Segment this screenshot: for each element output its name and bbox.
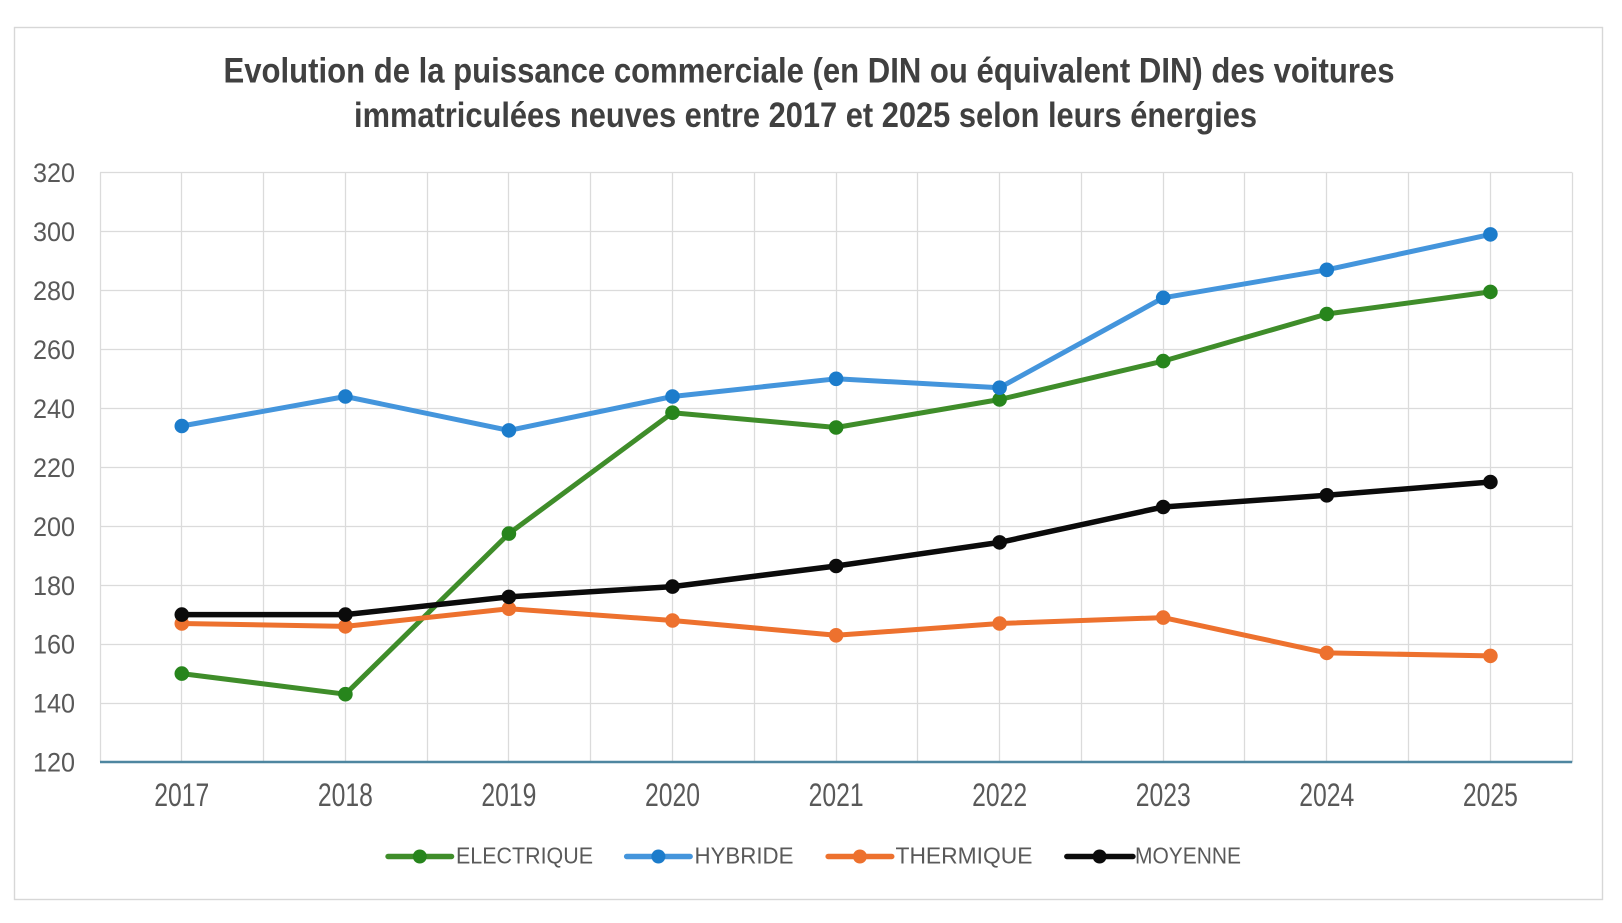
svg-text:140: 140 <box>33 689 75 719</box>
svg-text:2021: 2021 <box>809 777 864 813</box>
svg-text:180: 180 <box>33 571 75 601</box>
svg-text:ELECTRIQUE: ELECTRIQUE <box>456 843 593 869</box>
svg-text:2025: 2025 <box>1463 777 1518 813</box>
svg-text:2024: 2024 <box>1299 777 1354 813</box>
svg-text:2018: 2018 <box>318 777 373 813</box>
svg-text:240: 240 <box>33 394 75 424</box>
svg-text:200: 200 <box>33 512 75 542</box>
svg-text:immatriculées neuves entre 201: immatriculées neuves entre 2017 et 2025 … <box>354 95 1257 135</box>
svg-text:HYBRIDE: HYBRIDE <box>695 843 794 869</box>
svg-text:160: 160 <box>33 630 75 660</box>
svg-text:120: 120 <box>33 748 75 778</box>
svg-text:300: 300 <box>33 217 75 247</box>
svg-text:280: 280 <box>33 276 75 306</box>
svg-text:Evolution de la puissance comm: Evolution de la puissance commerciale (e… <box>224 51 1395 91</box>
svg-text:220: 220 <box>33 453 75 483</box>
svg-text:2017: 2017 <box>154 777 209 813</box>
svg-text:2019: 2019 <box>481 777 536 813</box>
svg-text:2020: 2020 <box>645 777 700 813</box>
svg-text:THERMIQUE: THERMIQUE <box>896 843 1033 869</box>
svg-text:2022: 2022 <box>972 777 1027 813</box>
svg-text:260: 260 <box>33 335 75 365</box>
svg-text:MOYENNE: MOYENNE <box>1135 843 1241 869</box>
svg-text:320: 320 <box>33 158 75 188</box>
svg-text:2023: 2023 <box>1136 777 1191 813</box>
